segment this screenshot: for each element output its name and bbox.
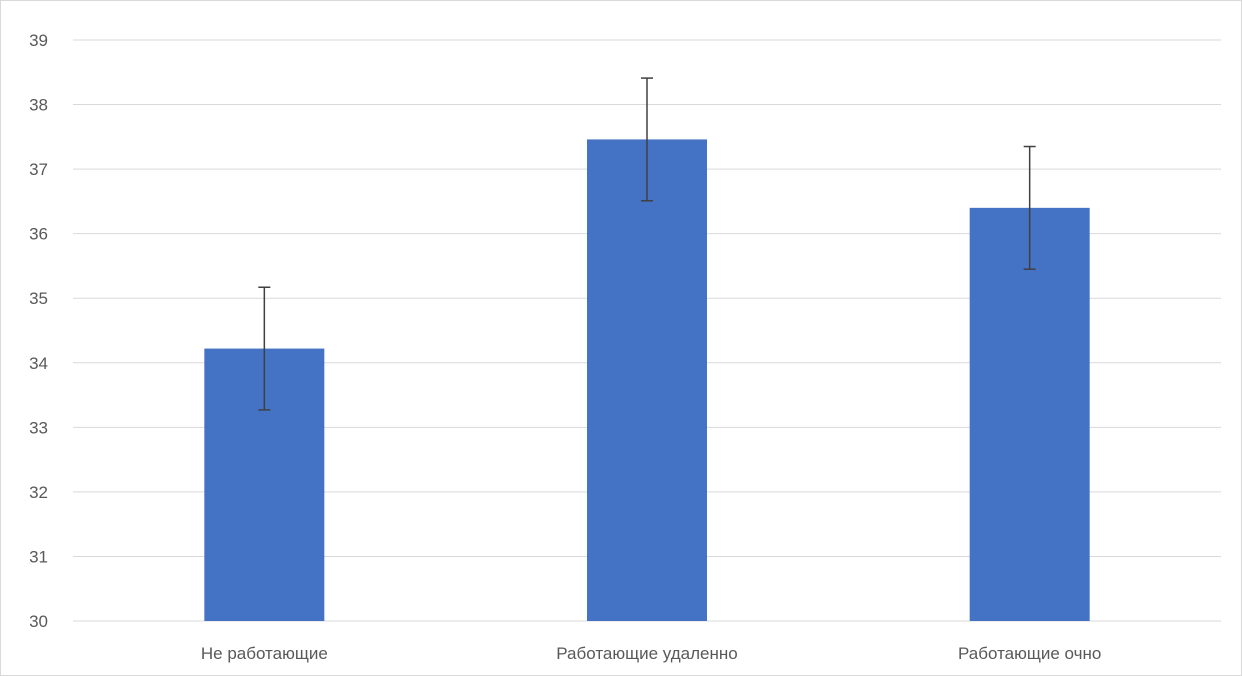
x-category-label: Работающие очно	[958, 644, 1101, 663]
bars	[204, 139, 1090, 621]
y-tick-label: 30	[29, 612, 48, 631]
x-axis-ticks: Не работающие Работающие удаленно Работающ…	[201, 644, 1101, 663]
y-axis-ticks: 30 31 32 33 34 35 36 37 38 39	[29, 31, 48, 631]
y-tick-label: 32	[29, 483, 48, 502]
y-tick-label: 33	[29, 418, 48, 437]
y-tick-label: 35	[29, 289, 48, 308]
y-tick-label: 39	[29, 31, 48, 50]
error-bars	[258, 77, 1036, 411]
y-tick-label: 37	[29, 160, 48, 179]
y-tick-label: 38	[29, 96, 48, 115]
y-tick-label: 31	[29, 547, 48, 566]
y-tick-label: 36	[29, 225, 48, 244]
bar	[969, 207, 1090, 621]
y-tick-label: 34	[29, 354, 48, 373]
x-category-label: Работающие удаленно	[556, 644, 737, 663]
bar	[587, 139, 707, 621]
x-category-label: Не работающие	[201, 644, 328, 663]
